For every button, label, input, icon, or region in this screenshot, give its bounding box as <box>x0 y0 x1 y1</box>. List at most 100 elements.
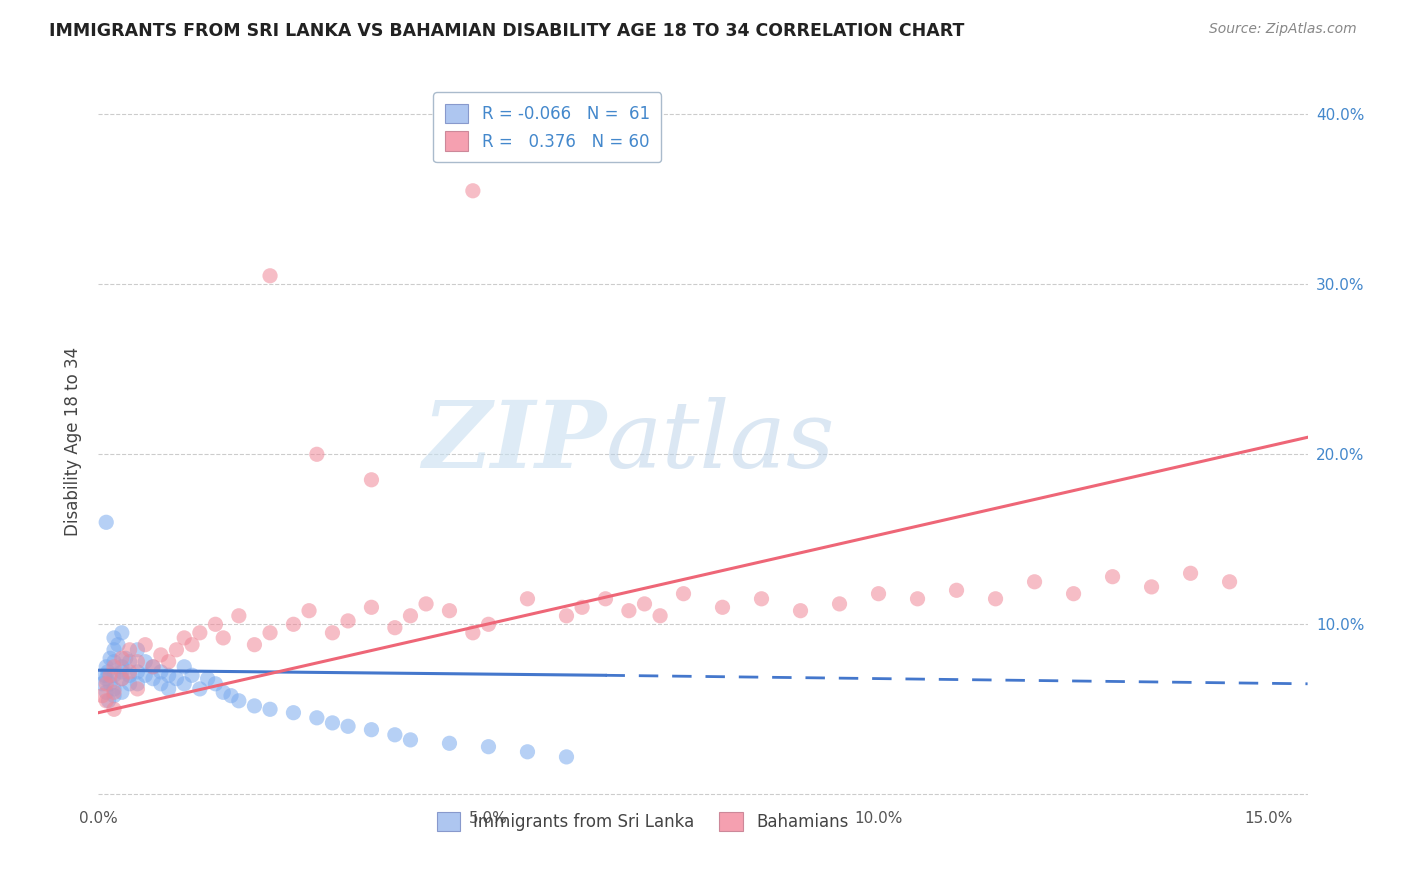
Point <box>118 677 141 691</box>
Point <box>945 583 967 598</box>
Point <box>103 681 125 696</box>
Point <box>617 604 640 618</box>
Point <box>571 600 593 615</box>
Point <box>103 702 125 716</box>
Point <box>672 587 695 601</box>
Point <box>1180 566 1202 581</box>
Point <box>111 672 134 686</box>
Point <box>188 681 211 696</box>
Point <box>305 447 328 461</box>
Point <box>118 665 141 679</box>
Point <box>461 625 484 640</box>
Point <box>337 719 360 733</box>
Point <box>907 591 929 606</box>
Point <box>127 655 149 669</box>
Point <box>93 668 115 682</box>
Point <box>648 608 671 623</box>
Point <box>181 668 204 682</box>
Point <box>96 660 118 674</box>
Y-axis label: Disability Age 18 to 34: Disability Age 18 to 34 <box>65 347 83 536</box>
Point <box>97 665 120 679</box>
Point <box>1101 570 1123 584</box>
Point <box>337 614 360 628</box>
Point <box>516 745 538 759</box>
Point <box>97 694 120 708</box>
Point <box>259 268 281 283</box>
Point <box>134 668 156 682</box>
Point <box>1219 574 1241 589</box>
Text: atlas: atlas <box>606 397 835 486</box>
Point <box>91 677 114 691</box>
Point <box>212 685 235 699</box>
Point <box>1140 580 1163 594</box>
Point <box>127 681 149 696</box>
Point <box>868 587 890 601</box>
Point <box>633 597 655 611</box>
Point <box>98 651 121 665</box>
Point <box>555 750 578 764</box>
Text: IMMIGRANTS FROM SRI LANKA VS BAHAMIAN DISABILITY AGE 18 TO 34 CORRELATION CHART: IMMIGRANTS FROM SRI LANKA VS BAHAMIAN DI… <box>49 22 965 40</box>
Point <box>1024 574 1046 589</box>
Point <box>98 677 121 691</box>
Point <box>243 638 266 652</box>
Point <box>157 655 180 669</box>
Point <box>111 665 134 679</box>
Point <box>173 660 195 674</box>
Point <box>477 739 499 754</box>
Point <box>157 668 180 682</box>
Point <box>399 608 422 623</box>
Point <box>439 604 461 618</box>
Point <box>96 516 118 530</box>
Point <box>1063 587 1085 601</box>
Point <box>228 694 250 708</box>
Point <box>111 672 134 686</box>
Point <box>134 655 156 669</box>
Point <box>360 723 382 737</box>
Point <box>298 604 321 618</box>
Point <box>984 591 1007 606</box>
Point <box>96 685 118 699</box>
Point <box>212 631 235 645</box>
Point <box>516 591 538 606</box>
Point <box>111 660 134 674</box>
Point <box>461 184 484 198</box>
Point <box>96 677 118 691</box>
Point <box>142 672 165 686</box>
Point <box>259 702 281 716</box>
Point <box>165 642 187 657</box>
Point <box>173 677 195 691</box>
Text: Source: ZipAtlas.com: Source: ZipAtlas.com <box>1209 22 1357 37</box>
Text: ZIP: ZIP <box>422 397 606 486</box>
Point <box>384 728 406 742</box>
Point <box>228 608 250 623</box>
Point <box>91 689 114 703</box>
Point <box>321 625 343 640</box>
Point <box>181 638 204 652</box>
Point <box>283 617 305 632</box>
Point <box>103 685 125 699</box>
Point <box>149 648 172 662</box>
Point <box>103 668 125 682</box>
Point <box>118 668 141 682</box>
Point <box>149 677 172 691</box>
Point <box>243 698 266 713</box>
Point <box>127 677 149 691</box>
Point <box>305 711 328 725</box>
Point <box>711 600 734 615</box>
Point <box>96 694 118 708</box>
Point <box>219 689 242 703</box>
Point <box>439 736 461 750</box>
Point <box>127 665 149 679</box>
Point <box>259 625 281 640</box>
Point <box>103 689 125 703</box>
Point <box>197 672 219 686</box>
Point <box>188 625 211 640</box>
Point <box>134 638 156 652</box>
Point <box>204 617 226 632</box>
Point <box>103 642 125 657</box>
Point <box>173 631 195 645</box>
Point <box>98 668 121 682</box>
Legend: Immigrants from Sri Lanka, Bahamians: Immigrants from Sri Lanka, Bahamians <box>426 802 859 841</box>
Point <box>157 681 180 696</box>
Point <box>204 677 226 691</box>
